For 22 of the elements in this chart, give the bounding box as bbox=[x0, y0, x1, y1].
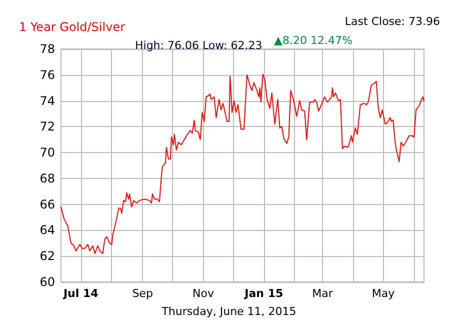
y-tick-label: 70 bbox=[40, 146, 55, 160]
y-tick-label: 76 bbox=[40, 68, 55, 82]
y-tick-label: 78 bbox=[40, 42, 55, 56]
x-tick-label: Sep bbox=[132, 287, 153, 300]
y-tick-label: 60 bbox=[40, 275, 55, 289]
chart-title: 1 Year Gold/Silver bbox=[19, 20, 126, 34]
x-tick-label: May bbox=[372, 287, 396, 300]
y-tick-label: 66 bbox=[40, 197, 55, 212]
line-series bbox=[60, 74, 424, 254]
y-tick-label: 72 bbox=[40, 120, 55, 134]
y-tick-label: 68 bbox=[40, 171, 55, 186]
text: Thursday, June 11, 2015 bbox=[160, 305, 296, 318]
x-tick-label: Nov bbox=[192, 287, 214, 300]
y-tick-label: 62 bbox=[40, 249, 55, 264]
text: ▲8.20 12.47% bbox=[274, 34, 352, 47]
x-tick-label: Mar bbox=[312, 287, 334, 300]
x-tick-label: Jan 15 bbox=[244, 287, 284, 300]
y-tick-label: 64 bbox=[40, 223, 55, 238]
chart-subtitle: High: 76.06 Low: 62.23 bbox=[135, 39, 262, 52]
y-tick-label: 74 bbox=[40, 94, 55, 108]
text: Last Close: 73.96 bbox=[344, 15, 440, 28]
x-tick-label: Jul 14 bbox=[62, 287, 99, 300]
